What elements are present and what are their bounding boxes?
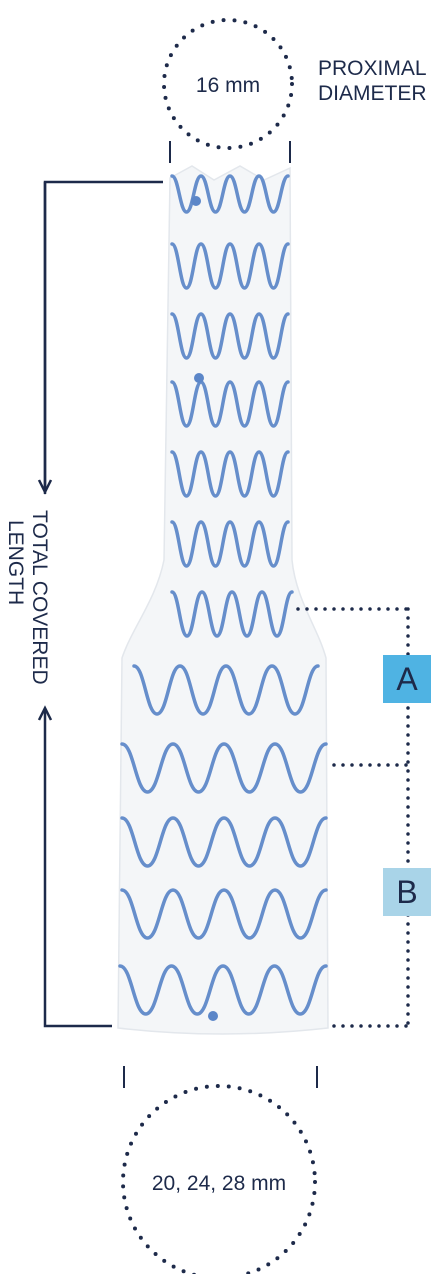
proximal-diameter-circle xyxy=(162,18,294,150)
segment-b-badge: B xyxy=(383,868,431,916)
graft-body xyxy=(117,165,329,1035)
total-length-label-line2: LENGTH xyxy=(4,520,27,605)
arrow-down-icon xyxy=(37,479,53,495)
distal-diameter-value: 20, 24, 28 mm xyxy=(152,1172,286,1195)
stent-ring xyxy=(170,590,294,638)
total-length-label-gap xyxy=(30,494,64,709)
stent-ring xyxy=(170,174,290,214)
marker-dot xyxy=(194,373,204,383)
radiopaque-markers xyxy=(191,196,218,1021)
stent-ring xyxy=(132,664,320,716)
stent-ring xyxy=(170,242,290,290)
proximal-diameter-value: 16 mm xyxy=(196,74,260,97)
segment-a-badge: A xyxy=(383,655,431,703)
stent-ring xyxy=(120,816,328,868)
proximal-label-line2: DIAMETER xyxy=(318,82,427,105)
stent-wire-rings xyxy=(118,174,328,1016)
segment-b-badge-bg xyxy=(383,868,431,916)
arrow-up-icon xyxy=(37,705,53,721)
stent-ring xyxy=(170,520,290,568)
total-length-label: TOTAL COVERED LENGTH xyxy=(4,510,51,685)
proximal-label-line1: PROXIMAL xyxy=(318,57,427,80)
total-length-label-line1: TOTAL COVERED xyxy=(28,510,51,685)
segment-a-label: A xyxy=(396,661,418,697)
stent-ring xyxy=(170,312,290,360)
segment-b-label: B xyxy=(396,874,417,910)
segment-a-badge-bg xyxy=(383,655,431,703)
distal-diameter-circle xyxy=(121,1084,317,1274)
marker-dot xyxy=(208,1011,218,1021)
stent-ring xyxy=(170,450,290,498)
stent-ring xyxy=(118,964,328,1016)
stent-ring xyxy=(170,380,290,428)
stent-ring xyxy=(120,888,328,940)
marker-dot xyxy=(191,196,201,206)
stent-ring xyxy=(120,742,328,794)
segment-brackets xyxy=(296,607,410,1028)
